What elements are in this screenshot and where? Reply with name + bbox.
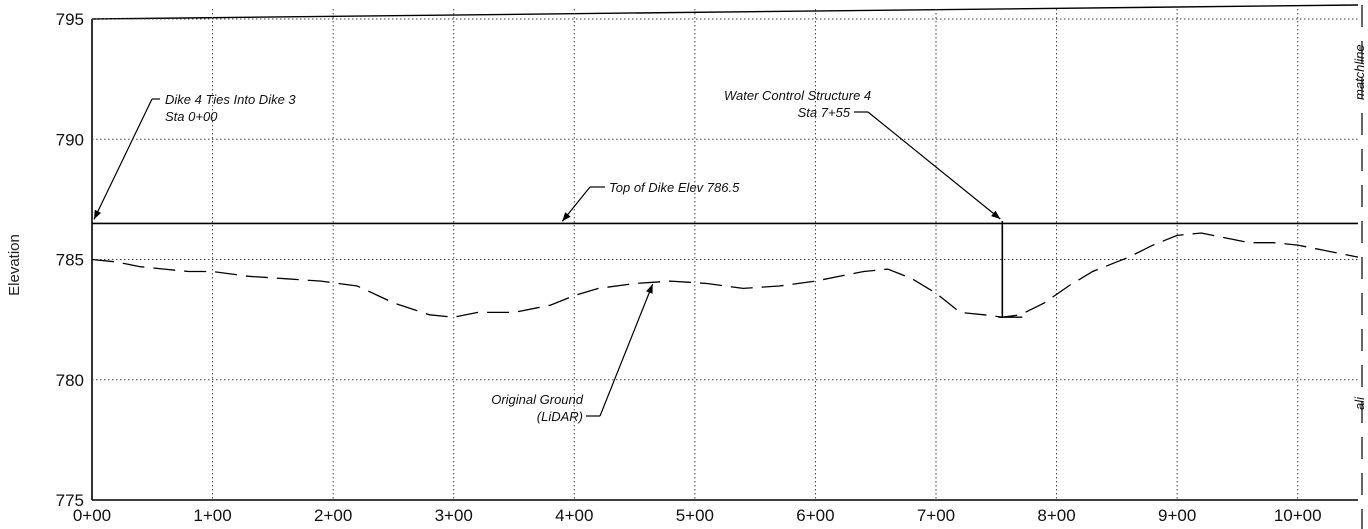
x-tick-label: 2+00 <box>314 506 352 525</box>
x-tick-label: 6+00 <box>796 506 834 525</box>
leader-wcs <box>867 111 1001 220</box>
x-tick-label: 7+00 <box>917 506 955 525</box>
y-tick-label: 795 <box>56 10 84 29</box>
y-tick-label: 785 <box>56 251 84 270</box>
leader-og <box>599 283 654 417</box>
x-tick-label: 10+00 <box>1274 506 1322 525</box>
series <box>91 221 1359 318</box>
original-ground-line <box>91 232 1359 318</box>
x-tick-label: 5+00 <box>676 506 714 525</box>
x-tick-label: 9+00 <box>1158 506 1196 525</box>
x-tick-label: 0+00 <box>73 506 111 525</box>
annotation-wcs: Water Control Structure 4 <box>724 88 871 103</box>
annotation-wcs: Sta 7+55 <box>798 105 851 120</box>
y-axis-title: Elevation <box>6 234 23 296</box>
annotation-dike4: Dike 4 Ties Into Dike 3 <box>165 92 296 107</box>
x-tick-label: 1+00 <box>193 506 231 525</box>
x-tick-label: 4+00 <box>555 506 593 525</box>
tick-labels: 0+00 1+00 2+00 3+00 4+00 5+00 6+00 7+00 8+00 9+00… <box>56 10 1322 525</box>
annotation-original-ground: (LiDAR) <box>537 409 583 424</box>
y-tick-label: 775 <box>56 491 84 510</box>
annotation-original-ground: Original Ground <box>491 392 584 407</box>
y-tick-label: 790 <box>56 130 84 149</box>
x-tick-label: 8+00 <box>1037 506 1075 525</box>
x-tick-label: 3+00 <box>435 506 473 525</box>
grid <box>91 4 1363 529</box>
leader-wcs-head <box>991 210 1001 220</box>
annotation-top-of-dike: Top of Dike Elev 786.5 <box>609 180 740 195</box>
annotation-dike4: Sta 0+00 <box>165 109 218 124</box>
leader-tod-head <box>562 212 571 222</box>
matchline-label-bottom: ali <box>1352 396 1367 410</box>
leader-dike4-head <box>94 209 102 220</box>
frame-top <box>91 4 1359 20</box>
y-tick-label: 780 <box>56 371 84 390</box>
matchline-label: matchline <box>1352 44 1367 100</box>
annotations: matchline ali Dike 4 Ties Into Dike 3 Sta 0… <box>93 44 1367 424</box>
leader-dike4 <box>93 98 153 220</box>
leader-og-head <box>646 284 653 294</box>
